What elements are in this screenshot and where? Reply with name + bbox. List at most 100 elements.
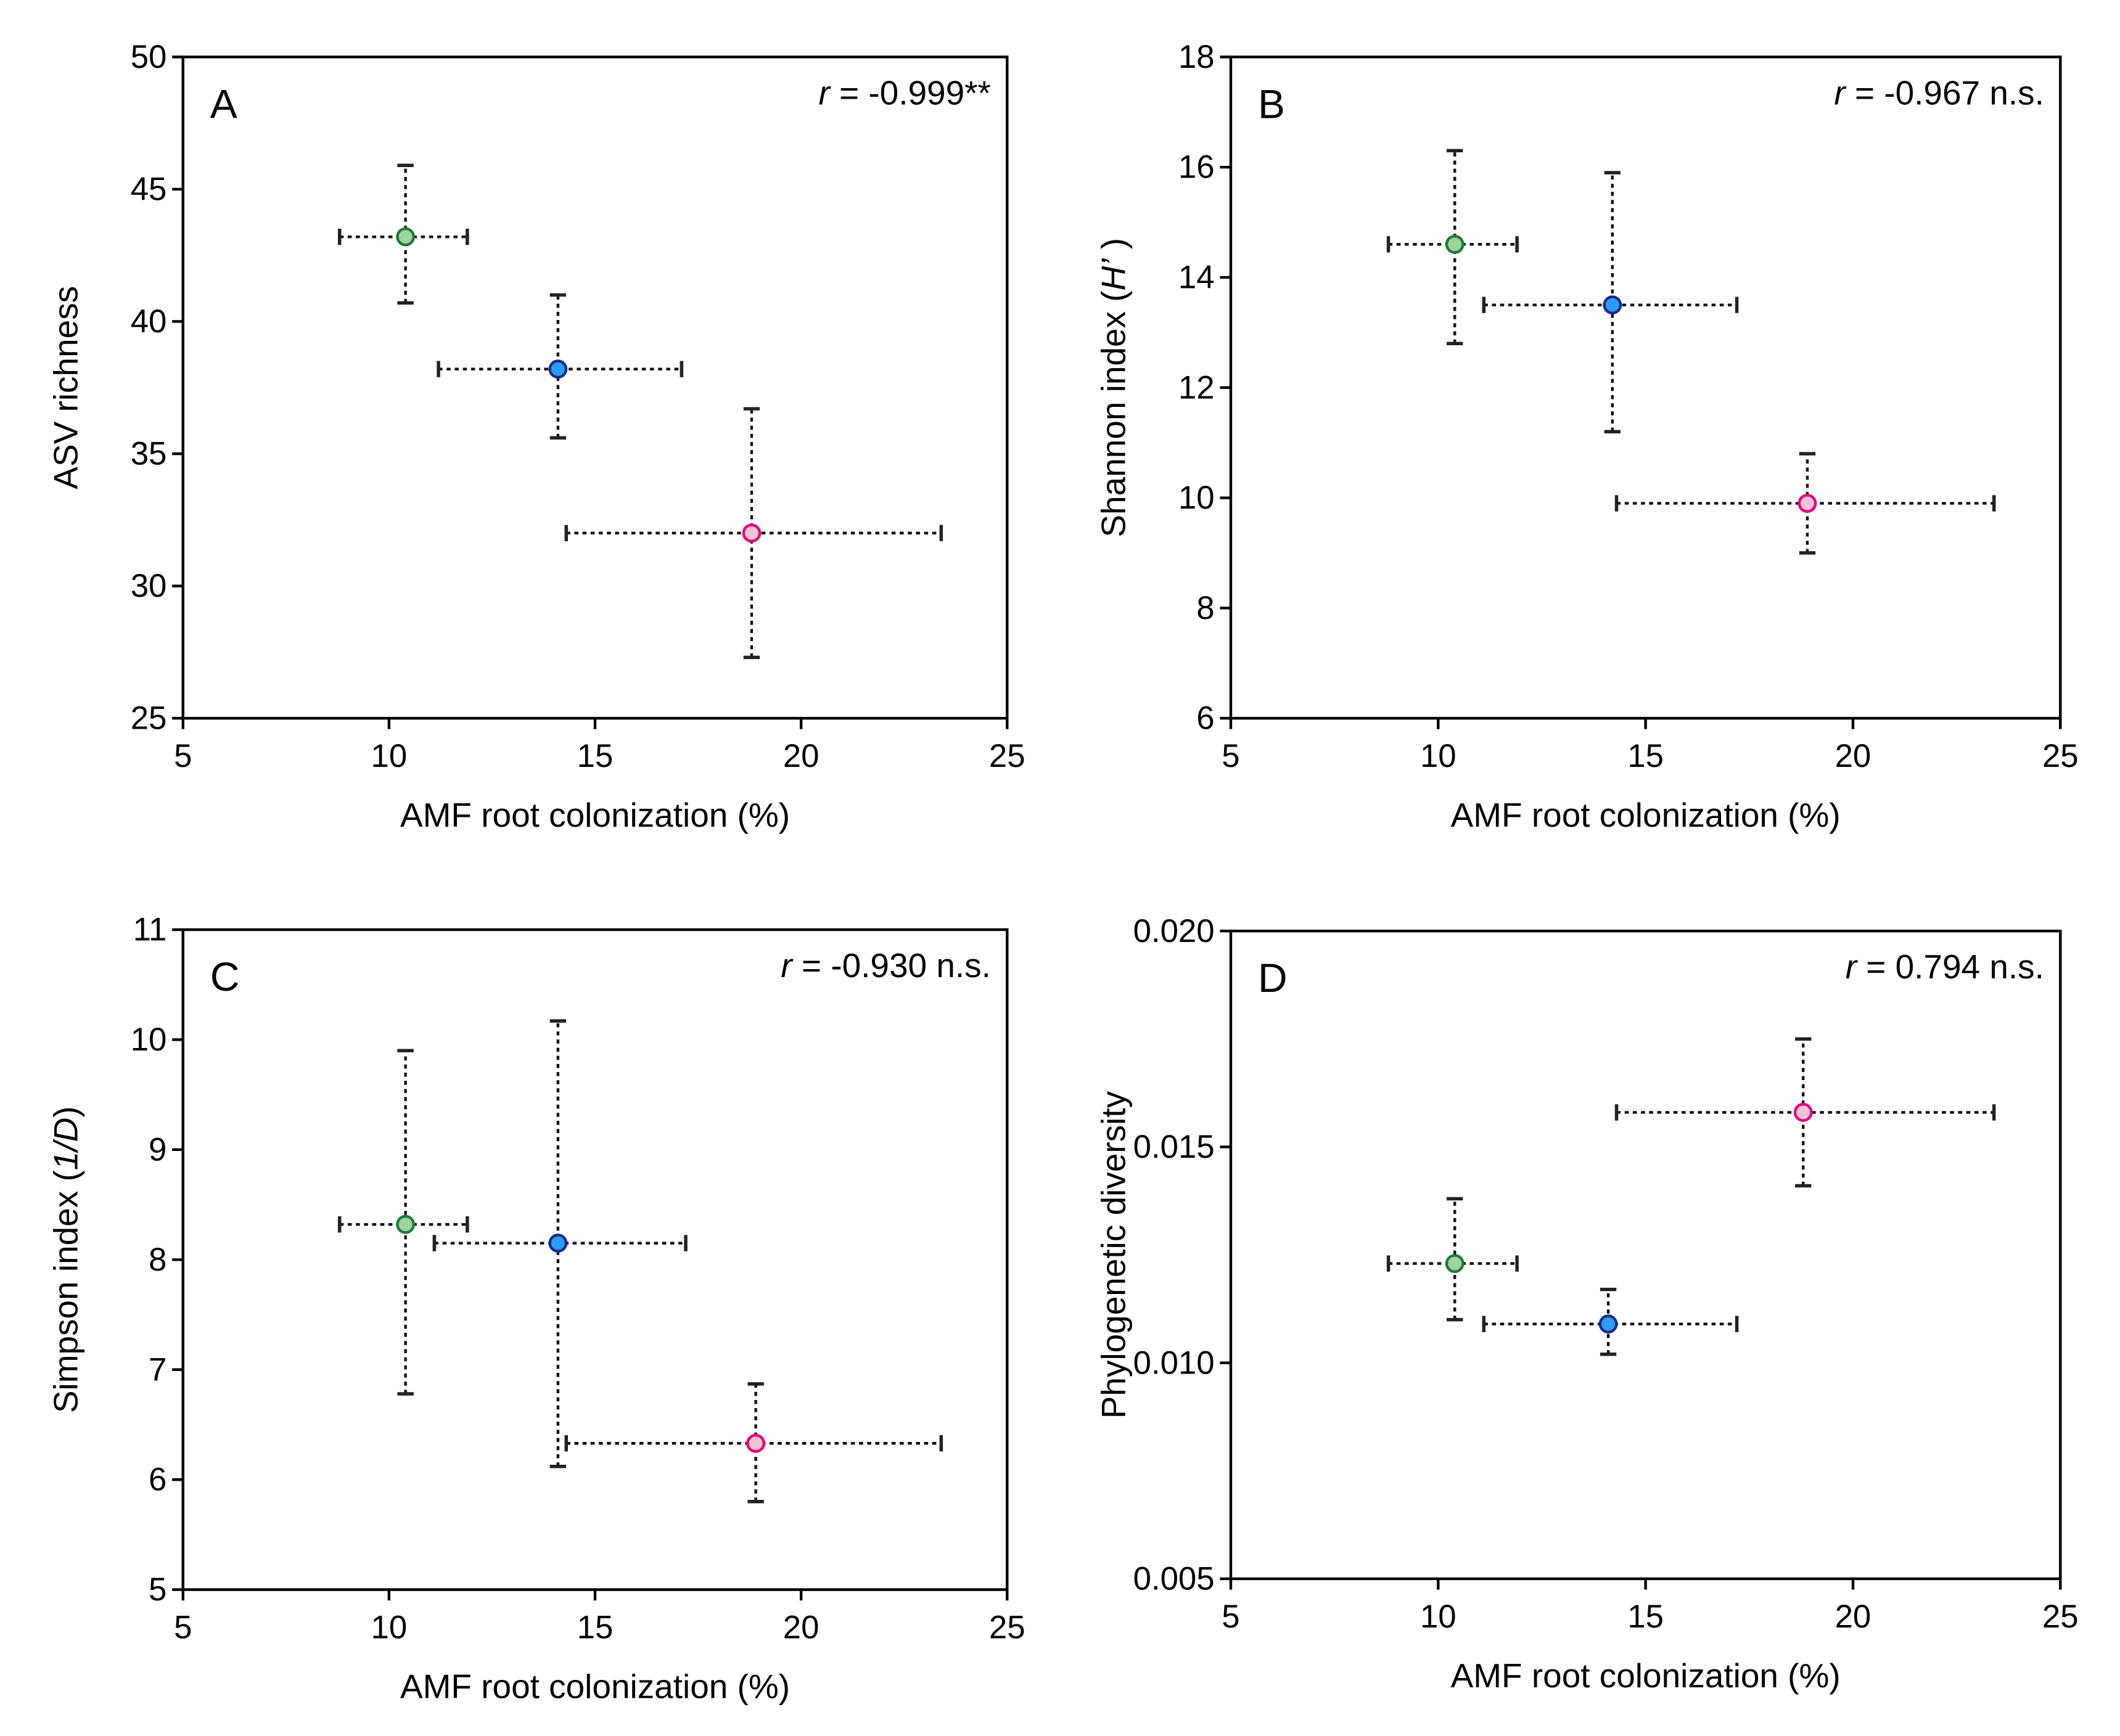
y-axis-label-post: ): [1095, 238, 1133, 259]
y-tick-label: 8: [1196, 590, 1214, 626]
panel-letter: C: [210, 954, 240, 999]
y-tick-label: 0.020: [1133, 913, 1215, 949]
r-symbol: r: [818, 73, 831, 112]
y-tick-label: 18: [1178, 39, 1215, 75]
data-point-blue: [1482, 1287, 1739, 1356]
y-tick-label: 11: [133, 912, 167, 948]
marker-pink: [742, 523, 762, 543]
y-tick-label: 9: [149, 1131, 166, 1168]
x-tick-label: 25: [989, 738, 1025, 774]
r-value: = -0.967 n.s.: [1846, 73, 2044, 112]
y-tick-label: 5: [149, 1571, 166, 1608]
y-tick-label: 10: [131, 1022, 167, 1058]
data-point-pink: [1614, 452, 1996, 555]
y-axis-label: Simpson index (1/D): [46, 1106, 84, 1413]
x-tick-label: 25: [2042, 738, 2079, 774]
x-axis-label: AMF root colonization (%): [1451, 1656, 1841, 1695]
y-axis-label-pre: Shannon index (: [1095, 290, 1133, 537]
y-axis-label: ASV richness: [46, 286, 84, 489]
y-axis-label-pre: ASV richness: [46, 286, 84, 489]
r-value: = 0.794 n.s.: [1857, 948, 2044, 986]
r-value: = -0.930 n.s.: [792, 946, 991, 985]
y-tick-label: 14: [1178, 260, 1215, 296]
data-point-pink: [564, 1382, 943, 1504]
marker-blue: [548, 1234, 568, 1253]
y-axis-label-ital: 1/D: [46, 1118, 84, 1171]
x-tick-label: 20: [1835, 1599, 1871, 1635]
y-tick-label: 45: [131, 171, 167, 208]
y-tick-label: 40: [131, 303, 167, 340]
y-tick-label: 0.010: [1133, 1345, 1215, 1381]
correlation-annotation: r = -0.999**: [818, 73, 990, 112]
y-tick-label: 25: [131, 700, 167, 737]
marker-green: [1445, 1254, 1465, 1273]
marker-green: [1445, 234, 1465, 254]
r-symbol: r: [1834, 73, 1847, 112]
data-point-blue: [432, 1019, 688, 1468]
x-axis-label: AMF root colonization (%): [1451, 796, 1841, 834]
plot-frame: [181, 55, 1009, 720]
y-tick-label: 7: [149, 1351, 166, 1388]
y-axis-label-post: ): [46, 1106, 84, 1117]
r-symbol: r: [1846, 948, 1859, 986]
y-tick-label: 10: [1178, 480, 1215, 516]
y-tick-label: 35: [131, 436, 167, 472]
x-axis-label: AMF root colonization (%): [400, 796, 790, 834]
panel-B: 5 10 15 20 25 6 8 10 12 14 16 18 AMF root colonizati…: [1095, 39, 2079, 834]
correlation-annotation: r = -0.930 n.s.: [781, 946, 991, 985]
x-tick-label: 5: [1222, 738, 1239, 774]
marker-green: [396, 1214, 416, 1234]
r-symbol: r: [781, 946, 794, 985]
x-tick-label: 10: [371, 738, 408, 774]
y-tick-label: 0.015: [1133, 1129, 1215, 1165]
x-axis-label: AMF root colonization (%): [400, 1667, 790, 1705]
data-point-green: [1386, 1197, 1519, 1322]
x-tick-label: 20: [783, 738, 820, 774]
panel-letter: D: [1258, 955, 1288, 1001]
x-tick-label: 10: [1420, 1599, 1456, 1635]
panel-letter: A: [210, 81, 237, 126]
y-tick-label: 6: [1196, 700, 1214, 737]
y-tick-label: 0.005: [1133, 1561, 1215, 1597]
x-tick-label: 10: [1420, 738, 1456, 774]
marker-pink: [746, 1433, 766, 1453]
correlation-annotation: r = 0.794 n.s.: [1846, 948, 2044, 986]
panel-A: 5 10 15 20 25 25 30 35 40 45 50 AMF root colonizati…: [46, 39, 1025, 834]
y-tick-label: 6: [149, 1462, 166, 1498]
plot-frame: [181, 928, 1009, 1591]
data-point-pink: [1614, 1037, 1996, 1188]
y-tick-label: 12: [1178, 369, 1215, 406]
marker-pink: [1793, 1103, 1813, 1122]
x-tick-label: 15: [577, 1610, 614, 1646]
data-point-pink: [564, 407, 943, 660]
data-point-green: [337, 163, 469, 305]
panel-C: 5 10 15 20 25 5 6 7 8 9 10 11 AMF root colonization …: [46, 912, 1025, 1706]
r-value: = -0.999**: [830, 73, 991, 112]
x-tick-label: 10: [371, 1610, 408, 1646]
marker-blue: [548, 359, 568, 379]
panel-letter: B: [1258, 81, 1285, 126]
x-tick-label: 15: [577, 738, 614, 774]
y-axis-label-pre: Simpson index (: [46, 1170, 84, 1413]
plot-frame: [1229, 55, 2062, 720]
y-tick-label: 16: [1178, 149, 1215, 186]
x-tick-label: 5: [174, 1610, 192, 1646]
x-tick-label: 5: [174, 738, 192, 774]
x-tick-label: 20: [783, 1610, 820, 1646]
y-tick-label: 50: [131, 39, 167, 75]
y-tick-label: 8: [149, 1242, 166, 1278]
y-axis-label-pre: Phylogenetic diversity: [1095, 1091, 1133, 1419]
marker-green: [396, 227, 416, 247]
correlation-annotation: r = -0.967 n.s.: [1834, 73, 2044, 112]
x-tick-label: 15: [1627, 1599, 1664, 1635]
x-tick-label: 25: [989, 1610, 1025, 1646]
marker-blue: [1598, 1314, 1618, 1334]
panel-D: 5 10 15 20 25 0.005 0.010 0.015 0.020 AMF root co…: [1095, 913, 2079, 1695]
y-tick-label: 30: [131, 568, 167, 604]
y-axis-label-ital: H’: [1095, 258, 1133, 291]
data-point-green: [337, 1049, 469, 1396]
data-point-blue: [437, 293, 684, 440]
x-tick-label: 20: [1835, 738, 1871, 774]
y-axis-label: Phylogenetic diversity: [1095, 1091, 1133, 1419]
